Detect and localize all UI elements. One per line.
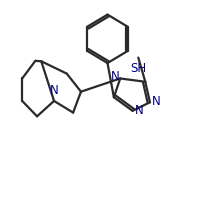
Text: N: N bbox=[111, 70, 119, 83]
Text: N: N bbox=[152, 95, 161, 108]
Text: SH: SH bbox=[131, 62, 147, 74]
Text: N: N bbox=[135, 104, 143, 117]
Text: N: N bbox=[50, 84, 58, 97]
